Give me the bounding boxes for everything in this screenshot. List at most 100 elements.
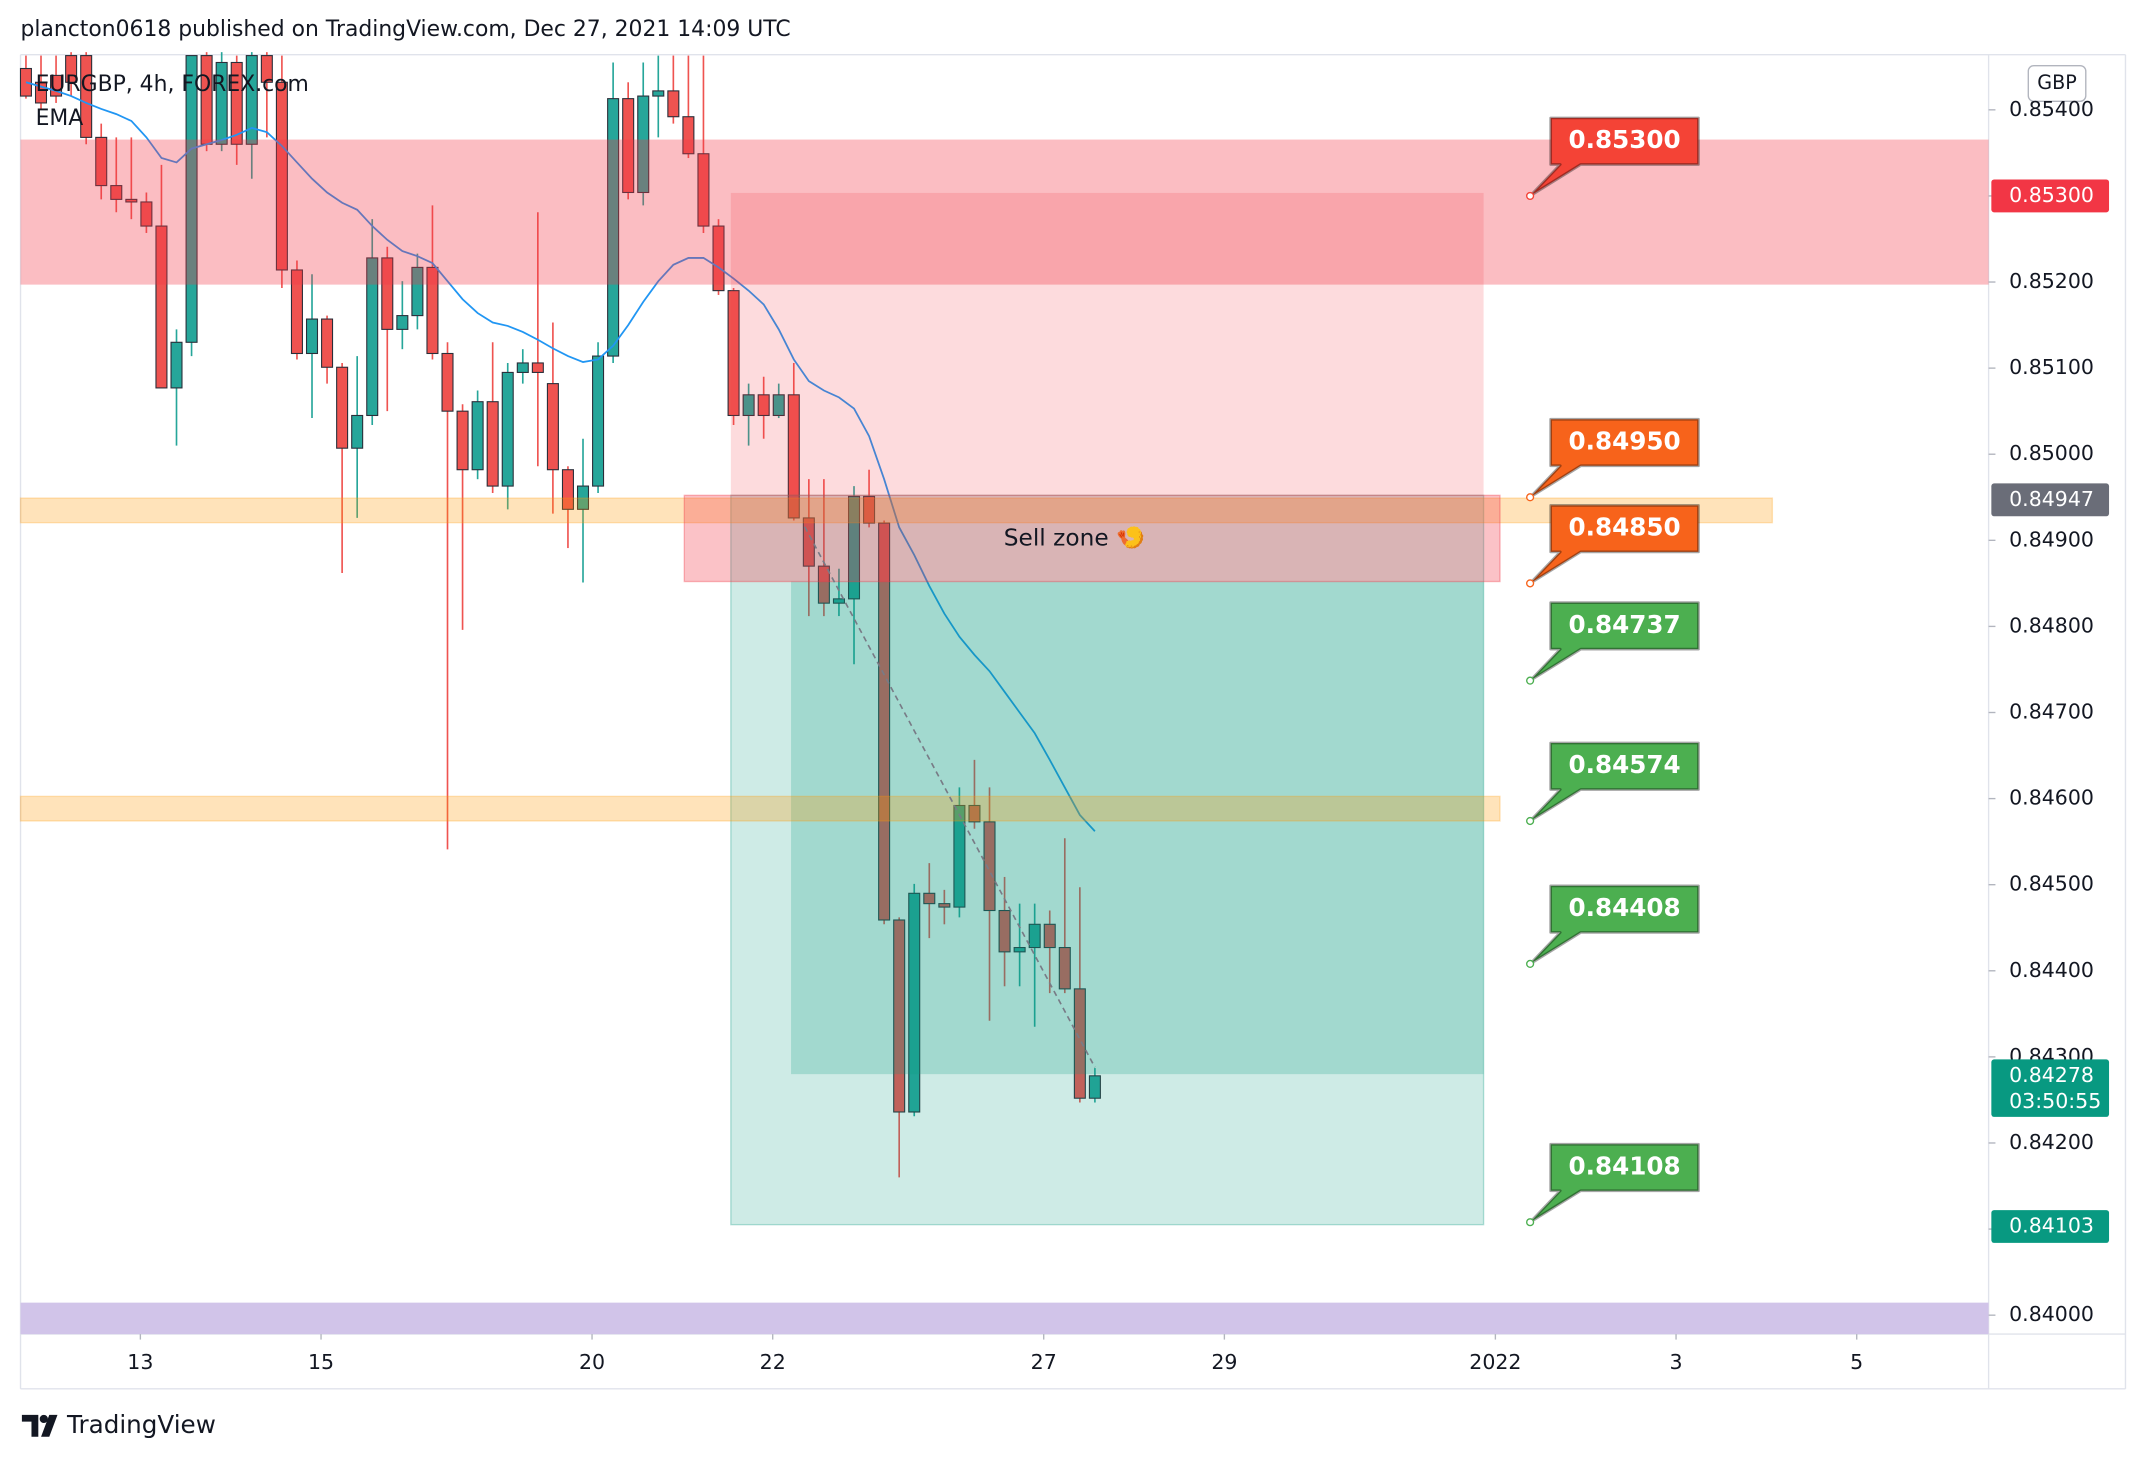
price-marker: [1991, 1059, 2110, 1117]
candle-body: [727, 290, 740, 417]
candle-body: [305, 318, 319, 355]
y-tick-label: 0.84000: [2009, 1302, 2094, 1326]
x-tick-label: 15: [308, 1350, 334, 1374]
callout-box: [1528, 1142, 1700, 1224]
candle-body: [968, 804, 981, 823]
candle-body: [667, 90, 680, 118]
candle-body: [607, 98, 620, 357]
logo-part: [41, 1414, 58, 1437]
candle-body: [817, 565, 830, 604]
candle-body: [772, 394, 785, 417]
candle-body: [953, 804, 966, 908]
candle-body: [832, 598, 845, 604]
y-tick-label: 0.85200: [2009, 269, 2094, 293]
callout-anchor: [1526, 1218, 1535, 1227]
position-progress-area: [791, 581, 1484, 1075]
candle-body: [923, 892, 936, 905]
candle-body: [908, 892, 921, 1113]
candle-body: [652, 90, 665, 97]
candle-body: [185, 55, 198, 343]
projection-line: [804, 526, 1096, 1068]
candle-body: [19, 67, 32, 97]
candle-body: [1073, 988, 1086, 1099]
y-tick-label: 0.85100: [2009, 355, 2094, 379]
plot-data: [19, 52, 1101, 1178]
candle-body: [998, 909, 1011, 953]
candle-body: [351, 414, 364, 449]
session-band: [20, 1302, 1989, 1335]
candle-body: [65, 55, 78, 83]
candle-body: [1088, 1075, 1101, 1099]
callout-label: 0.84737: [1568, 610, 1680, 639]
candle-body: [592, 355, 605, 487]
callout-box: [1528, 884, 1700, 966]
price-marker-label: 0.85300: [2009, 183, 2094, 207]
candle-body: [411, 266, 424, 317]
callout-box: [1528, 601, 1700, 683]
callout-label: 0.84108: [1568, 1151, 1680, 1180]
callout-anchor: [1526, 191, 1535, 201]
price-marker: [1991, 1210, 2110, 1243]
x-tick-label: 20: [579, 1350, 605, 1374]
candle-body: [80, 55, 93, 138]
candle-body: [637, 95, 650, 194]
candle-body: [893, 919, 906, 1113]
candle-body: [366, 257, 379, 417]
x-tick-label: 29: [1211, 1350, 1237, 1374]
callout-anchor: [1526, 816, 1535, 826]
y-tick-label: 0.84200: [2009, 1130, 2094, 1154]
candle-body: [938, 903, 951, 908]
price-marker-label: 0.84278: [2009, 1063, 2094, 1087]
logo-part: [39, 1414, 48, 1424]
symbol-legend: EURGBP, 4h, FOREX.com: [36, 72, 309, 97]
currency-badge: [2027, 64, 2087, 102]
candle-body: [742, 394, 755, 417]
price-marker-label: 0.84947: [2009, 487, 2094, 511]
candle-body: [95, 136, 108, 187]
y-tick-label: 0.84800: [2009, 613, 2094, 637]
callout-anchor: [1526, 676, 1535, 685]
x-tick-label: 3: [1670, 1350, 1683, 1374]
candle-body: [456, 410, 469, 471]
candle-body: [260, 55, 273, 83]
candle-body: [501, 371, 514, 487]
callout-label: 0.84408: [1568, 893, 1680, 922]
candle-body: [426, 266, 439, 355]
candle-body: [396, 315, 409, 330]
y-tick-label: 0.84500: [2009, 872, 2094, 896]
candle-body: [441, 352, 454, 412]
price-marker: [1991, 179, 2110, 213]
candle-body: [125, 198, 138, 203]
candle-body: [682, 116, 695, 155]
x-tick-label: 5: [1850, 1350, 1863, 1374]
candle-body: [712, 225, 725, 292]
candle-body: [983, 821, 996, 912]
header: plancton0618 published on TradingView.co…: [21, 17, 791, 42]
candle-body: [471, 401, 484, 471]
candle-body: [245, 55, 258, 145]
candle-body: [546, 383, 559, 471]
ema-line: [25, 81, 1096, 832]
candle-body: [757, 394, 770, 417]
callout-anchor: [1526, 579, 1535, 588]
candle-body: [1028, 923, 1041, 949]
candle-body: [561, 469, 574, 510]
callout-anchor: [1526, 493, 1535, 502]
price-marker: [1991, 483, 2110, 517]
candle-body: [230, 61, 243, 145]
candle-body: [381, 257, 394, 330]
y-tick-label: 0.85400: [2009, 97, 2094, 121]
candle-body: [878, 522, 891, 921]
candle-body: [863, 495, 876, 524]
y-tick-label: 0.84700: [2009, 700, 2094, 724]
candle-body: [275, 81, 288, 271]
candle-body: [1058, 946, 1071, 990]
candle-body: [110, 185, 123, 200]
candle-body: [140, 201, 153, 227]
candle-body: [1013, 946, 1026, 953]
candle-body: [576, 485, 590, 510]
candle-body: [531, 362, 544, 373]
y-tick-label: 0.85000: [2009, 441, 2094, 465]
